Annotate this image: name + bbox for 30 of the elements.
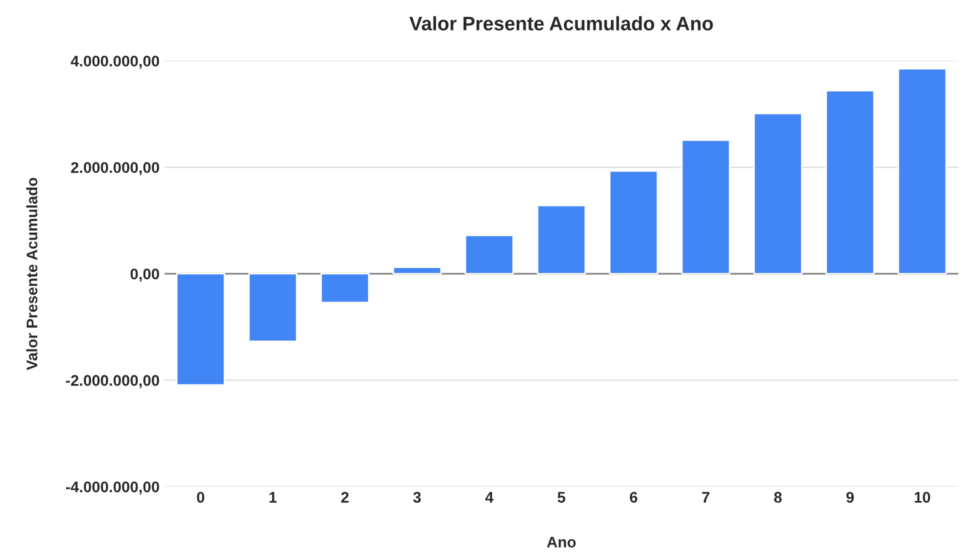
x-tick-label: 10 <box>914 492 930 503</box>
bar <box>392 266 442 274</box>
y-axis-title: Valor Presente Acumulado <box>26 178 38 370</box>
x-tick-label: 2 <box>341 492 349 503</box>
x-tick-label: 0 <box>196 492 204 503</box>
bar <box>464 234 514 274</box>
bar <box>248 273 298 342</box>
y-tick-label: 2.000.000,00 <box>71 162 160 176</box>
x-tick-label: 7 <box>702 492 710 503</box>
bar <box>176 273 226 386</box>
bar <box>753 112 802 274</box>
bar <box>609 170 658 274</box>
y-tick-label: 4.000.000,00 <box>70 56 160 69</box>
x-tick-label: 3 <box>413 492 421 503</box>
y-tick-label: -2.000.000,00 <box>66 375 160 388</box>
x-tick-label: 8 <box>774 492 782 503</box>
bar <box>898 68 947 274</box>
bar <box>320 273 370 304</box>
x-tick-label: 1 <box>270 492 277 503</box>
x-tick-label: 6 <box>630 492 638 503</box>
bar <box>681 139 730 274</box>
y-tick-label: -4.000.000,00 <box>66 482 160 495</box>
bar <box>826 90 875 274</box>
y-tick-label: 0,00 <box>130 268 160 282</box>
x-tick-label: 5 <box>558 492 566 503</box>
chart-title: Valor Presente Acumulado x Ano <box>409 16 713 30</box>
x-tick-label: 4 <box>485 492 494 503</box>
x-tick-label: 9 <box>846 492 854 503</box>
bar <box>536 204 586 274</box>
x-axis-title: Ano <box>546 536 576 548</box>
